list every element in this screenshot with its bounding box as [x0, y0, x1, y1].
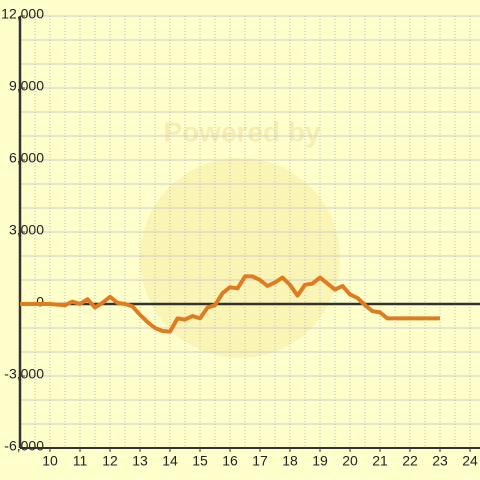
- x-tick-label: 11: [73, 453, 88, 469]
- series-line: [20, 274, 440, 334]
- y-tick-label: -3,000: [4, 366, 44, 382]
- x-tick-label: 10: [42, 453, 58, 469]
- x-tick-label: 17: [252, 453, 268, 469]
- y-tick-label: 12,000: [1, 6, 44, 22]
- y-tick-label: 6,000: [9, 150, 44, 166]
- x-tick-label: 19: [312, 453, 328, 469]
- x-tick-label: 15: [192, 453, 208, 469]
- y-tick-label: 0: [36, 294, 44, 310]
- x-tick-label: 21: [372, 453, 388, 469]
- x-tick-label: 14: [162, 453, 178, 469]
- y-tick-label: 9,000: [9, 78, 44, 94]
- y-tick-label: -6,000: [4, 438, 44, 454]
- x-tick-label: 24: [462, 453, 478, 469]
- x-tick-label: 23: [432, 453, 448, 469]
- x-tick-label: 18: [282, 453, 298, 469]
- x-tick-label: 22: [402, 453, 418, 469]
- x-tick-label: 16: [222, 453, 238, 469]
- x-tick-label: 12: [102, 453, 118, 469]
- x-tick-label: 13: [132, 453, 148, 469]
- y-tick-label: 3,000: [9, 222, 44, 238]
- x-tick-label: 20: [342, 453, 358, 469]
- watermark: Powered by: [163, 116, 321, 147]
